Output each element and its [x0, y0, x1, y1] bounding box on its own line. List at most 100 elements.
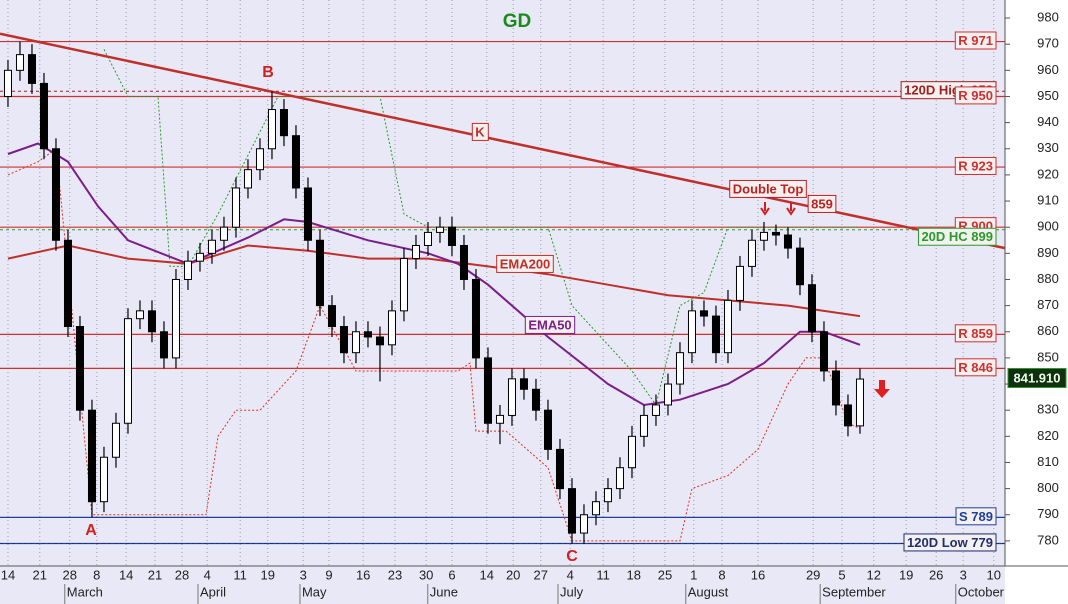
candle-body [423, 231, 432, 246]
candle-body [483, 357, 492, 424]
candle-body [735, 265, 744, 301]
y-tick-label: 960 [1037, 62, 1059, 77]
series-label-box [496, 254, 554, 273]
level-label: R 923 [958, 158, 993, 173]
x-tick-label: 8 [718, 567, 725, 582]
level-label-box [954, 358, 997, 377]
candle-body [855, 378, 864, 427]
candle-body [723, 299, 732, 354]
candle-body [807, 284, 816, 333]
candle-body [351, 331, 360, 354]
candle-body [267, 109, 276, 150]
month-label: September [822, 584, 886, 599]
month-label: August [688, 584, 729, 599]
level-label-box [954, 324, 997, 343]
y-tick-label: 900 [1037, 219, 1059, 234]
x-tick-label: 14 [1, 567, 15, 582]
y-tick-label: 980 [1037, 9, 1059, 24]
trendline [0, 32, 1006, 250]
y-tick-label: 860 [1037, 323, 1059, 338]
plot-background [0, 0, 1005, 604]
arrow [760, 202, 770, 216]
x-tick-label: 1 [690, 567, 697, 582]
x-tick-label: 21 [148, 567, 162, 582]
band-line [103, 49, 860, 407]
candle-body [591, 501, 600, 516]
annotation: A [85, 522, 97, 539]
level-label-box [917, 227, 997, 246]
x-tick-label: 4 [567, 567, 574, 582]
candle-body [363, 331, 372, 338]
level-label-box [954, 156, 997, 175]
candle-body [627, 435, 636, 469]
candle-body [111, 422, 120, 458]
y-tick-label: 970 [1037, 36, 1059, 51]
x-tick-label: 29 [806, 567, 820, 582]
candle-body [495, 414, 504, 424]
candle-body [339, 326, 348, 354]
candle-body [579, 514, 588, 534]
y-tick-label: 800 [1037, 480, 1059, 495]
y-tick-label: 890 [1037, 245, 1059, 260]
candle-body [159, 331, 168, 359]
last-price-box [1007, 367, 1067, 388]
candle-body [639, 414, 648, 437]
y-tick-label: 910 [1037, 192, 1059, 207]
x-tick-label: 14 [480, 567, 494, 582]
candle-body [75, 326, 84, 411]
x-tick-label: 8 [93, 567, 100, 582]
x-tick-label: 11 [233, 567, 247, 582]
candle-body [555, 448, 564, 490]
candle-body [543, 409, 552, 450]
x-tick-label: 12 [867, 567, 881, 582]
y-tick-label: 950 [1037, 88, 1059, 103]
candle-body [99, 456, 108, 503]
candle-body [51, 148, 60, 241]
level-label: 120D Low 779 [907, 535, 993, 550]
candle-body [255, 148, 264, 171]
y-tick-label: 880 [1037, 271, 1059, 286]
x-tick-label: 16 [751, 567, 765, 582]
ema-line [7, 244, 861, 318]
trendline-label: K [475, 124, 485, 139]
x-tick-label: 21 [33, 567, 47, 582]
level-label-box [955, 507, 997, 526]
series-label-box [524, 315, 576, 334]
candle-body [699, 310, 708, 317]
level-label-box [954, 86, 997, 105]
x-tick-label: 6 [448, 567, 455, 582]
candle-body [519, 378, 528, 390]
x-tick-label: 5 [838, 567, 845, 582]
y-tick-label: 870 [1037, 297, 1059, 312]
x-tick-label: 18 [627, 567, 641, 582]
arrows [760, 202, 890, 398]
y-tick-label: 830 [1037, 402, 1059, 417]
candle-body [147, 310, 156, 333]
x-tick-label: 4 [204, 567, 211, 582]
candle-body [675, 352, 684, 385]
level-label: R 846 [958, 360, 993, 375]
annotation-box [729, 179, 807, 198]
level-label-box [903, 533, 997, 552]
candle-body [219, 226, 228, 241]
candle-body [567, 488, 576, 534]
y-tick-label: 780 [1037, 532, 1059, 547]
x-tick-label: 3 [960, 567, 967, 582]
arrow [874, 380, 890, 398]
y-tick-label: 920 [1037, 166, 1059, 181]
candle-body [375, 336, 384, 346]
candle-body [447, 226, 456, 246]
y-tick-label: 850 [1037, 349, 1059, 364]
x-tick-label: 10 [987, 567, 1001, 582]
annotation: 859 [811, 196, 833, 211]
series-label: EMA50 [528, 317, 571, 332]
x-tick-label: 16 [356, 567, 370, 582]
candle-body [747, 239, 756, 267]
x-tick-label: 9 [325, 567, 332, 582]
series-label: EMA200 [500, 256, 551, 271]
candle-body [39, 82, 48, 150]
x-tick-label: 25 [658, 567, 672, 582]
y-tick-label: 790 [1037, 506, 1059, 521]
